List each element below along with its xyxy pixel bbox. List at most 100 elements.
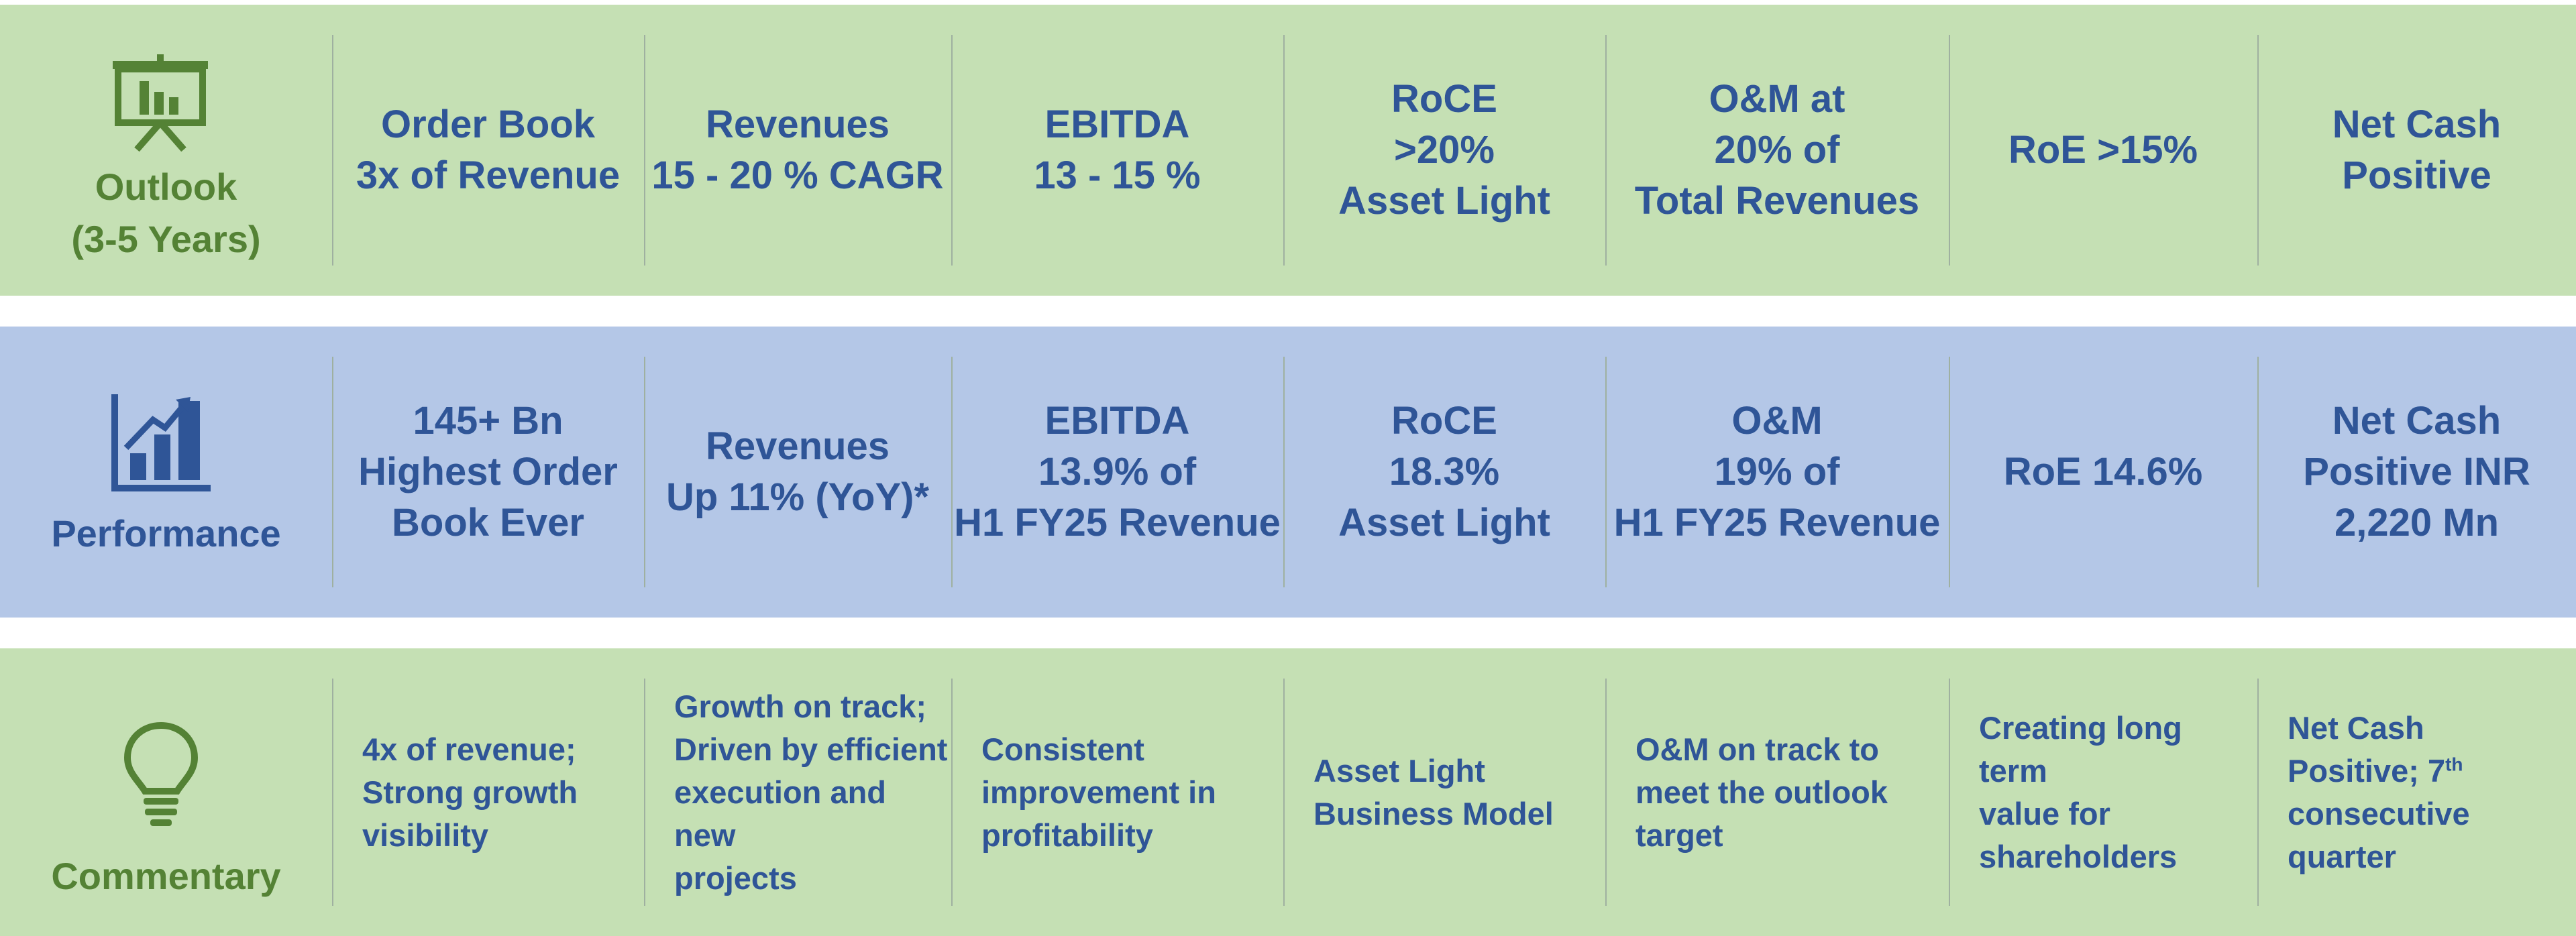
metric-cell: Net Cash Positive; 7th consecutive quarter: [2257, 648, 2576, 936]
cell-line: meet the outlook: [1635, 774, 1888, 810]
column-divider: [1949, 35, 1950, 266]
cell-line: Strong growth: [362, 774, 578, 810]
cell-line: Asset Light: [1313, 752, 1485, 788]
cell-line: Business Model: [1313, 795, 1554, 831]
column-divider: [1283, 35, 1285, 266]
metric-cell: Asset Light Business Model: [1283, 648, 1605, 936]
metric-cell: RoCE 18.3% Asset Light: [1283, 327, 1605, 618]
metric-cell: Creating long term value for shareholders: [1949, 648, 2257, 936]
cell-line: Driven by efficient: [674, 731, 948, 767]
metric-cell: RoE 14.6%: [1949, 327, 2257, 618]
cell-line: Growth on track;: [674, 688, 927, 724]
cell-line: >20%: [1394, 128, 1495, 172]
cell-line: target: [1635, 817, 1723, 853]
cell-line: Up 11% (YoY)*: [665, 475, 930, 519]
cell-line: 20% of: [1714, 128, 1840, 172]
cell-line: profitability: [981, 817, 1153, 853]
performance-icon: [111, 394, 211, 491]
column-divider: [1283, 679, 1285, 906]
column-divider: [332, 679, 333, 906]
cell-line: 19% of: [1714, 450, 1840, 493]
cell-line: Net Cash: [2288, 709, 2424, 746]
cell-line: Total Revenues: [1634, 179, 1920, 223]
cell-line: Positive: [2342, 154, 2491, 197]
cell-line: shareholders: [1979, 838, 2178, 874]
metric-cell: Net Cash Positive INR 2,220 Mn: [2257, 327, 2576, 618]
column-divider: [1605, 357, 1607, 587]
metric-cell: O&M 19% of H1 FY25 Revenue: [1605, 327, 1949, 618]
column-divider: [951, 679, 953, 906]
metric-cell: Net Cash Positive: [2257, 5, 2576, 296]
cell-line: 4x of revenue;: [362, 731, 576, 767]
column-divider: [1283, 357, 1285, 587]
cell-line: value for: [1979, 795, 2110, 831]
cell-line: RoCE: [1391, 399, 1497, 443]
column-divider: [332, 35, 333, 266]
row-label-line: Outlook: [95, 166, 237, 208]
cell-line: visibility: [362, 817, 489, 853]
cell-line: EBITDA: [1044, 103, 1190, 146]
cell-line: Positive; 7th: [2288, 750, 2463, 793]
cell-text: Positive; 7: [2288, 752, 2446, 788]
row-label-line: Commentary: [51, 855, 281, 897]
cell-line: Positive INR: [2303, 450, 2530, 493]
column-divider: [2257, 679, 2259, 906]
row-label: Performance: [0, 508, 332, 560]
cell-line: O&M at: [1709, 77, 1845, 121]
row-label: Outlook (3-5 Years): [0, 161, 332, 266]
cell-line: Highest Order: [358, 450, 618, 493]
metric-cell: Consistent improvement in profitability: [951, 648, 1283, 936]
row-label-line: (3-5 Years): [71, 218, 261, 260]
column-divider: [2257, 35, 2259, 266]
cell-line: Asset Light: [1338, 501, 1550, 544]
metric-cell: RoE >15%: [1949, 5, 2257, 296]
cell-line: 2,220 Mn: [2334, 501, 2499, 544]
cell-line: H1 FY25 Revenue: [1613, 501, 1941, 544]
column-divider: [644, 357, 645, 587]
cell-line: O&M: [1731, 399, 1823, 443]
row-label: Commentary: [0, 850, 332, 902]
column-divider: [332, 357, 333, 587]
column-divider: [1949, 357, 1950, 587]
cell-line: Order Book: [380, 103, 596, 146]
cell-line: Book Ever: [392, 501, 584, 544]
metric-cell: 4x of revenue; Strong growth visibility: [332, 648, 644, 936]
cell-line: consecutive: [2288, 795, 2470, 831]
metric-cell: Revenues 15 - 20 % CAGR: [644, 5, 951, 296]
cell-line: 13 - 15 %: [1034, 154, 1201, 197]
cell-line: 145+ Bn: [413, 399, 564, 443]
metric-cell: Growth on track; Driven by efficient execu…: [644, 648, 951, 936]
outlook-band: [0, 5, 2576, 296]
cell-line: Creating long term: [1979, 709, 2182, 788]
metric-cell: EBITDA 13 - 15 %: [951, 5, 1283, 296]
column-divider: [1605, 35, 1607, 266]
cell-line: RoCE: [1391, 77, 1497, 121]
performance-band: [0, 327, 2576, 618]
column-divider: [2257, 357, 2259, 587]
cell-line: 15 - 20 % CAGR: [651, 154, 944, 197]
metric-cell: O&M on track to meet the outlook target: [1605, 648, 1949, 936]
row-label-line: Performance: [51, 512, 281, 554]
cell-line: RoE >15%: [2008, 128, 2198, 172]
cell-line: Revenues: [705, 103, 890, 146]
cell-line: quarter: [2288, 838, 2396, 874]
commentary-band: [0, 648, 2576, 936]
metric-cell: Order Book 3x of Revenue: [332, 5, 644, 296]
cell-line: 13.9% of: [1038, 450, 1197, 493]
cell-line: improvement in: [981, 774, 1216, 810]
metric-cell: Revenues Up 11% (YoY)*: [644, 327, 951, 618]
lightbulb-icon: [123, 721, 199, 826]
superscript: th: [2445, 753, 2463, 774]
metric-cell: 145+ Bn Highest Order Book Ever: [332, 327, 644, 618]
cell-line: Net Cash: [2332, 399, 2502, 443]
cell-line: Asset Light: [1338, 179, 1550, 223]
cell-line: H1 FY25 Revenue: [954, 501, 1281, 544]
presentation-icon: [113, 54, 208, 152]
cell-line: 18.3%: [1389, 450, 1500, 493]
cell-line: O&M on track to: [1635, 731, 1879, 767]
cell-line: Net Cash: [2332, 103, 2502, 146]
column-divider: [951, 357, 953, 587]
cell-line: 3x of Revenue: [356, 154, 621, 197]
column-divider: [644, 35, 645, 266]
cell-line: execution and new: [674, 774, 887, 853]
